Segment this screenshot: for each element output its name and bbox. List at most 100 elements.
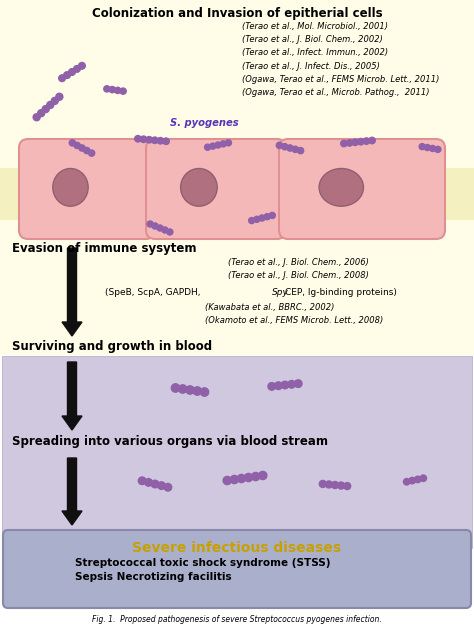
Circle shape: [38, 110, 45, 116]
Text: Spy: Spy: [272, 288, 289, 297]
Circle shape: [220, 141, 226, 147]
Circle shape: [429, 146, 436, 151]
Text: Spreading into various organs via blood stream: Spreading into various organs via blood …: [12, 435, 328, 448]
Circle shape: [369, 137, 375, 144]
Circle shape: [51, 97, 58, 104]
Circle shape: [223, 477, 231, 485]
Text: (Terao et al., J. Biol. Chem., 2008): (Terao et al., J. Biol. Chem., 2008): [228, 271, 369, 280]
Text: (Terao et al., Infect. Immun., 2002): (Terao et al., Infect. Immun., 2002): [242, 48, 388, 58]
Circle shape: [435, 146, 441, 153]
Text: (Terao et al., Mol. Microbiol., 2001): (Terao et al., Mol. Microbiol., 2001): [242, 22, 388, 31]
Circle shape: [326, 481, 332, 488]
Circle shape: [167, 229, 173, 235]
Circle shape: [420, 475, 427, 482]
Circle shape: [42, 106, 49, 113]
Circle shape: [319, 480, 326, 487]
Circle shape: [109, 87, 115, 93]
Ellipse shape: [53, 168, 88, 206]
Circle shape: [331, 482, 338, 489]
Circle shape: [205, 144, 210, 150]
Circle shape: [230, 475, 238, 484]
Circle shape: [186, 386, 194, 394]
Circle shape: [268, 382, 275, 390]
Circle shape: [341, 141, 347, 147]
Text: Streptococcal toxic shock syndrome (STSS): Streptococcal toxic shock syndrome (STSS…: [75, 558, 330, 568]
Text: Severe infectious diseases: Severe infectious diseases: [132, 541, 342, 555]
Circle shape: [138, 477, 146, 485]
Text: (Okamoto et al., FEMS Microb. Lett., 2008): (Okamoto et al., FEMS Microb. Lett., 200…: [205, 316, 383, 325]
Circle shape: [288, 380, 295, 388]
Circle shape: [47, 101, 54, 108]
Circle shape: [158, 482, 165, 489]
Circle shape: [337, 482, 345, 489]
Ellipse shape: [181, 168, 217, 206]
Circle shape: [140, 136, 147, 142]
Circle shape: [254, 216, 260, 222]
Circle shape: [225, 140, 231, 146]
Polygon shape: [62, 248, 82, 336]
Circle shape: [157, 137, 164, 144]
Text: CEP, Ig-binding proteins): CEP, Ig-binding proteins): [285, 288, 397, 297]
Circle shape: [64, 72, 70, 78]
Circle shape: [152, 223, 158, 229]
Circle shape: [115, 87, 121, 94]
Circle shape: [215, 142, 221, 148]
Circle shape: [146, 137, 153, 143]
Circle shape: [84, 147, 90, 154]
Circle shape: [164, 484, 172, 491]
Text: Colonization and Invasion of epitherial cells: Colonization and Invasion of epitherial …: [91, 7, 383, 20]
Text: S. pyogenes: S. pyogenes: [170, 118, 239, 128]
Circle shape: [344, 482, 351, 489]
Circle shape: [74, 142, 80, 149]
Circle shape: [69, 140, 75, 146]
Circle shape: [59, 75, 65, 82]
Circle shape: [294, 380, 302, 387]
Text: Evasion of immune sysytem: Evasion of immune sysytem: [12, 242, 197, 255]
Circle shape: [147, 221, 153, 227]
Circle shape: [282, 144, 288, 150]
Circle shape: [352, 139, 358, 146]
Circle shape: [269, 213, 275, 218]
Circle shape: [249, 218, 255, 223]
Circle shape: [424, 144, 430, 151]
Circle shape: [292, 146, 299, 153]
Circle shape: [157, 225, 163, 231]
Text: (SpeB, ScpA, GAPDH,: (SpeB, ScpA, GAPDH,: [105, 288, 203, 297]
Text: (Kawabata et al., BBRC., 2002): (Kawabata et al., BBRC., 2002): [205, 303, 334, 312]
FancyBboxPatch shape: [0, 168, 474, 220]
Circle shape: [79, 63, 85, 69]
Circle shape: [56, 93, 63, 100]
Circle shape: [276, 142, 283, 149]
Text: (Ogawa, Terao et al., Microb. Pathog.,  2011): (Ogawa, Terao et al., Microb. Pathog., 2…: [242, 88, 429, 97]
Circle shape: [409, 477, 416, 484]
Circle shape: [357, 139, 364, 145]
Circle shape: [298, 147, 304, 154]
Ellipse shape: [319, 168, 364, 206]
Text: Surviving and growth in blood: Surviving and growth in blood: [12, 340, 212, 353]
Circle shape: [152, 137, 158, 144]
FancyBboxPatch shape: [146, 139, 286, 239]
Circle shape: [79, 145, 85, 151]
Polygon shape: [62, 458, 82, 525]
Circle shape: [363, 138, 370, 144]
Circle shape: [33, 114, 40, 121]
Circle shape: [346, 140, 353, 146]
Text: Sepsis Necrotizing facilitis: Sepsis Necrotizing facilitis: [75, 572, 232, 582]
Circle shape: [252, 472, 260, 480]
Text: (Terao et al., J. Infect. Dis., 2005): (Terao et al., J. Infect. Dis., 2005): [242, 61, 380, 71]
FancyBboxPatch shape: [3, 530, 471, 608]
Text: (Terao et al., J. Biol. Chem., 2006): (Terao et al., J. Biol. Chem., 2006): [228, 258, 369, 267]
Circle shape: [73, 66, 80, 72]
Circle shape: [135, 135, 141, 142]
Text: (Ogawa, Terao et al., FEMS Microb. Lett., 2011): (Ogawa, Terao et al., FEMS Microb. Lett.…: [242, 75, 439, 84]
Circle shape: [193, 387, 201, 395]
FancyBboxPatch shape: [19, 139, 155, 239]
Circle shape: [171, 384, 180, 392]
Circle shape: [403, 479, 410, 485]
Circle shape: [69, 68, 75, 75]
Circle shape: [104, 85, 110, 92]
Circle shape: [264, 214, 270, 220]
Polygon shape: [62, 362, 82, 430]
Circle shape: [145, 479, 152, 486]
Circle shape: [201, 388, 209, 396]
